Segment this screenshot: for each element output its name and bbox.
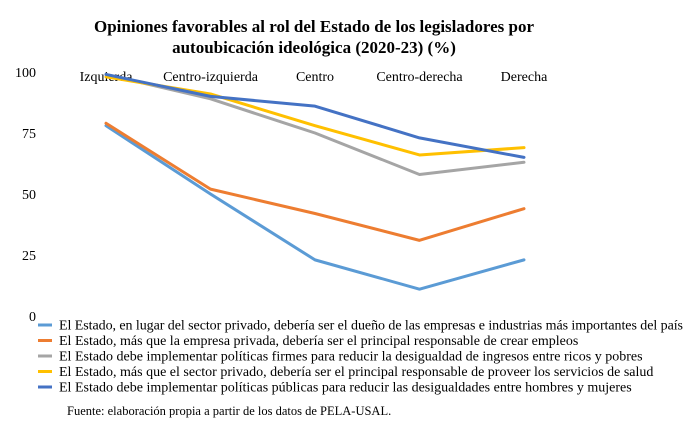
data-point	[209, 187, 212, 191]
data-point	[418, 287, 421, 291]
data-point	[209, 192, 212, 196]
data-point	[104, 75, 108, 79]
chart-title-line1: Opiniones favorables al rol del Estado d…	[94, 17, 534, 36]
data-point	[209, 97, 212, 101]
series-line-2	[104, 121, 526, 242]
legend-label: El Estado debe implementar políticas fir…	[59, 350, 643, 365]
data-point	[418, 239, 421, 242]
data-point	[418, 173, 421, 176]
legend-label: El Estado debe implementar políticas púb…	[59, 381, 632, 396]
x-axis: IzquierdaCentro-izquierdaCentroCentro-de…	[80, 70, 549, 85]
data-point	[313, 258, 317, 262]
chart-title-line2: autoubicación ideológica (2020-23) (%)	[172, 38, 456, 57]
source-note: Fuente: elaboración propia a partir de l…	[67, 404, 391, 418]
legend-label: El Estado, más que la empresa privada, d…	[59, 334, 578, 349]
data-point	[522, 156, 526, 159]
y-tick-label: 0	[29, 310, 36, 325]
x-tick-label: Centro	[296, 70, 334, 85]
y-tick-label: 100	[15, 66, 36, 81]
legend: El Estado, en lugar del sector privado, …	[38, 319, 683, 396]
data-point	[522, 146, 526, 149]
x-tick-label: Centro-derecha	[376, 70, 463, 85]
data-point	[104, 73, 108, 76]
plot-area	[104, 72, 526, 291]
data-point	[104, 122, 108, 125]
series-line-1	[104, 124, 526, 291]
y-tick-label: 25	[22, 249, 36, 264]
y-tick-label: 50	[22, 188, 36, 203]
x-tick-label: Derecha	[501, 70, 548, 85]
data-point	[522, 161, 526, 164]
y-axis: 0 25 50 75 100	[15, 66, 36, 325]
y-tick-label: 75	[22, 127, 36, 142]
data-point	[313, 212, 317, 215]
x-tick-label: Centro-izquierda	[163, 70, 259, 85]
data-point	[313, 124, 317, 127]
data-point	[522, 207, 526, 210]
series-line-5	[104, 72, 526, 159]
data-point	[418, 153, 421, 157]
data-point	[313, 104, 317, 108]
legend-label: El Estado, en lugar del sector privado, …	[59, 319, 683, 334]
data-point	[418, 136, 421, 140]
data-point	[313, 131, 317, 135]
data-point	[209, 95, 212, 98]
data-point	[522, 258, 526, 262]
legend-label: El Estado, más que el sector privado, de…	[59, 365, 653, 380]
data-point	[209, 92, 212, 96]
